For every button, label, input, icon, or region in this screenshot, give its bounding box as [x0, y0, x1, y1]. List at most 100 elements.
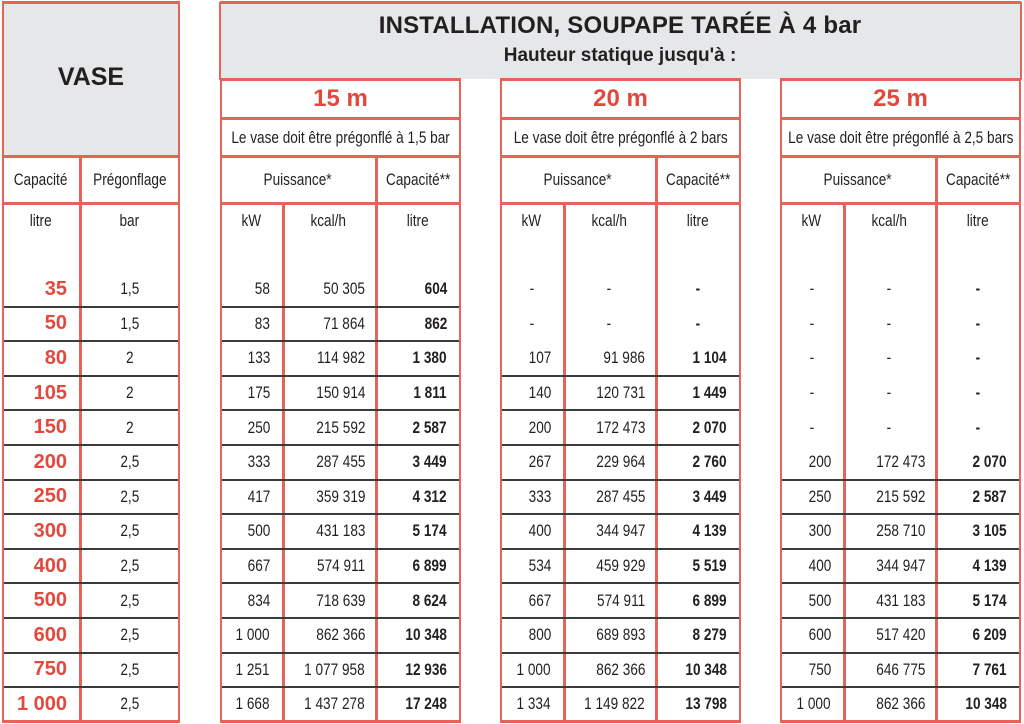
- vase-pregonflage-cell: 2,5: [79, 618, 180, 653]
- kcal-value: 344 947: [595, 521, 645, 541]
- group-2-kcal-cell: -: [843, 410, 935, 445]
- kw-value: 667: [528, 590, 551, 610]
- litre-value: 2 760: [692, 452, 727, 472]
- group-2-col-capacite-label: Capacité**: [945, 170, 1011, 189]
- group-1-unit-kw-label: kW: [521, 211, 542, 230]
- group-0-litre-cell: 12 936: [375, 653, 447, 688]
- row-divider: [782, 582, 1019, 585]
- litre-value: 10 348: [965, 694, 1007, 714]
- kw-value: 107: [528, 348, 551, 368]
- kw-value: 1 000: [235, 625, 270, 645]
- unit-capacity: litre: [2, 205, 79, 237]
- kcal-value: 91 986: [603, 348, 645, 368]
- group-2-kw-cell: 400: [780, 549, 831, 584]
- group-1-colheader-bottom-line: [500, 202, 741, 205]
- installation-border-right: [1020, 2, 1022, 80]
- kw-value: 667: [247, 556, 270, 576]
- kw-value: -: [529, 279, 534, 299]
- group-0-kcal-cell: 150 914: [282, 376, 365, 411]
- vase-pregonflage-cell: 2,5: [79, 653, 180, 688]
- kw-value: 333: [528, 486, 551, 506]
- group-2-litre-cell: 7 761: [935, 653, 1007, 688]
- vase-pregonflage-value: 2,5: [120, 625, 139, 645]
- group-2-kcal-cell: -: [843, 307, 935, 342]
- group-1-kw-cell: 400: [500, 514, 551, 549]
- group-2-col-capacite: Capacité**: [935, 158, 1021, 202]
- litre-value: 1 104: [692, 348, 727, 368]
- litre-value: 1 449: [692, 383, 727, 403]
- group-2-kw-cell: 600: [780, 618, 831, 653]
- row-divider: [4, 513, 178, 516]
- group-2-border-top: [780, 78, 1021, 81]
- row-divider: [222, 617, 459, 619]
- kcal-value: 344 947: [875, 556, 925, 576]
- litre-value: 5 519: [692, 556, 727, 576]
- kw-value: 200: [528, 417, 551, 437]
- kcal-value: 114 982: [316, 348, 365, 368]
- row-divider: [502, 409, 739, 412]
- group-0-kw-cell: 1 251: [220, 653, 270, 688]
- col-header-pregonflage-label: Prégonflage: [92, 170, 167, 189]
- row-divider: [222, 547, 459, 550]
- litre-value: 2 587: [972, 486, 1007, 506]
- col-header-capacity: Capacité: [2, 158, 79, 202]
- group-0-kw-cell: 58: [220, 272, 270, 307]
- group-1-unit-kcal: kcal/h: [563, 205, 655, 237]
- group-2-kcal-cell: 517 420: [843, 618, 925, 653]
- row-divider: [782, 513, 1019, 516]
- row-divider: [502, 374, 739, 377]
- kcal-value: 718 639: [315, 590, 365, 610]
- vase-capacity-cell: 500: [33, 589, 67, 612]
- kcal-value: 258 710: [875, 521, 925, 541]
- vase-title: VASE: [57, 63, 125, 91]
- group-1-kcal-cell: -: [563, 272, 655, 307]
- group-2-litre-cell: 5 174: [935, 583, 1007, 618]
- group-0-kw-cell: 250: [220, 410, 270, 445]
- group-2-unit-kw-label: kW: [801, 211, 822, 230]
- group-1-litre-cell: 6 899: [655, 583, 727, 618]
- kcal-value: -: [886, 417, 892, 437]
- group-2-kw-cell: -: [780, 307, 843, 342]
- group-2-kw-cell: 300: [780, 514, 831, 549]
- group-0-note-bottom-line: [220, 155, 461, 158]
- vase-pregonflage-value: 2,5: [120, 556, 139, 576]
- group-2-kw-cell: 200: [780, 445, 831, 480]
- group-0-unit-kcal-label: kcal/h: [310, 211, 347, 230]
- kw-value: -: [809, 348, 814, 368]
- vase-pregonflage-value: 1,5: [120, 279, 139, 299]
- group-0-kcal-cell: 287 455: [282, 445, 365, 480]
- vase-pregonflage-cell: 2,5: [79, 687, 180, 722]
- group-1-kw-cell: 200: [500, 410, 551, 445]
- kw-value: 83: [254, 313, 270, 333]
- vase-border-left: [2, 2, 4, 722]
- litre-value: 1 811: [413, 383, 447, 403]
- kw-value: 417: [247, 486, 270, 506]
- vase-header-bottom-line: [2, 155, 180, 158]
- row-divider: [502, 478, 739, 481]
- group-1-litre-cell: -: [655, 272, 741, 307]
- kcal-value: 215 592: [875, 486, 925, 506]
- vase-border-right: [178, 2, 180, 722]
- installation-border-top: [220, 1, 1021, 4]
- group-0-litre-cell: 862: [375, 307, 447, 342]
- group-2-kw-cell: 500: [780, 583, 831, 618]
- kcal-value: 1 077 958: [304, 659, 365, 679]
- group-0-litre-cell: 604: [375, 272, 447, 307]
- litre-value: 6 899: [412, 556, 447, 576]
- group-2-kcal-cell: 258 710: [843, 514, 925, 549]
- kcal-value: 215 592: [315, 417, 365, 437]
- installation-subtitle: Hauteur statique jusqu'à :: [503, 45, 737, 66]
- litre-value: 604: [424, 279, 447, 299]
- group-1-kcal-cell: 344 947: [563, 514, 645, 549]
- litre-value: -: [975, 313, 981, 333]
- kcal-value: 431 183: [315, 521, 365, 541]
- group-1-kw-cell: 800: [500, 618, 551, 653]
- group-1-kw-cell: 1 334: [500, 687, 551, 722]
- row-divider: [502, 582, 739, 585]
- kw-value: -: [529, 313, 534, 333]
- row-divider: [782, 478, 1019, 481]
- row-divider: [222, 305, 459, 308]
- kw-value: 500: [808, 590, 831, 610]
- group-2-colheader-bottom-line: [780, 202, 1021, 205]
- vase-pregonflage-cell: 2,5: [79, 514, 180, 549]
